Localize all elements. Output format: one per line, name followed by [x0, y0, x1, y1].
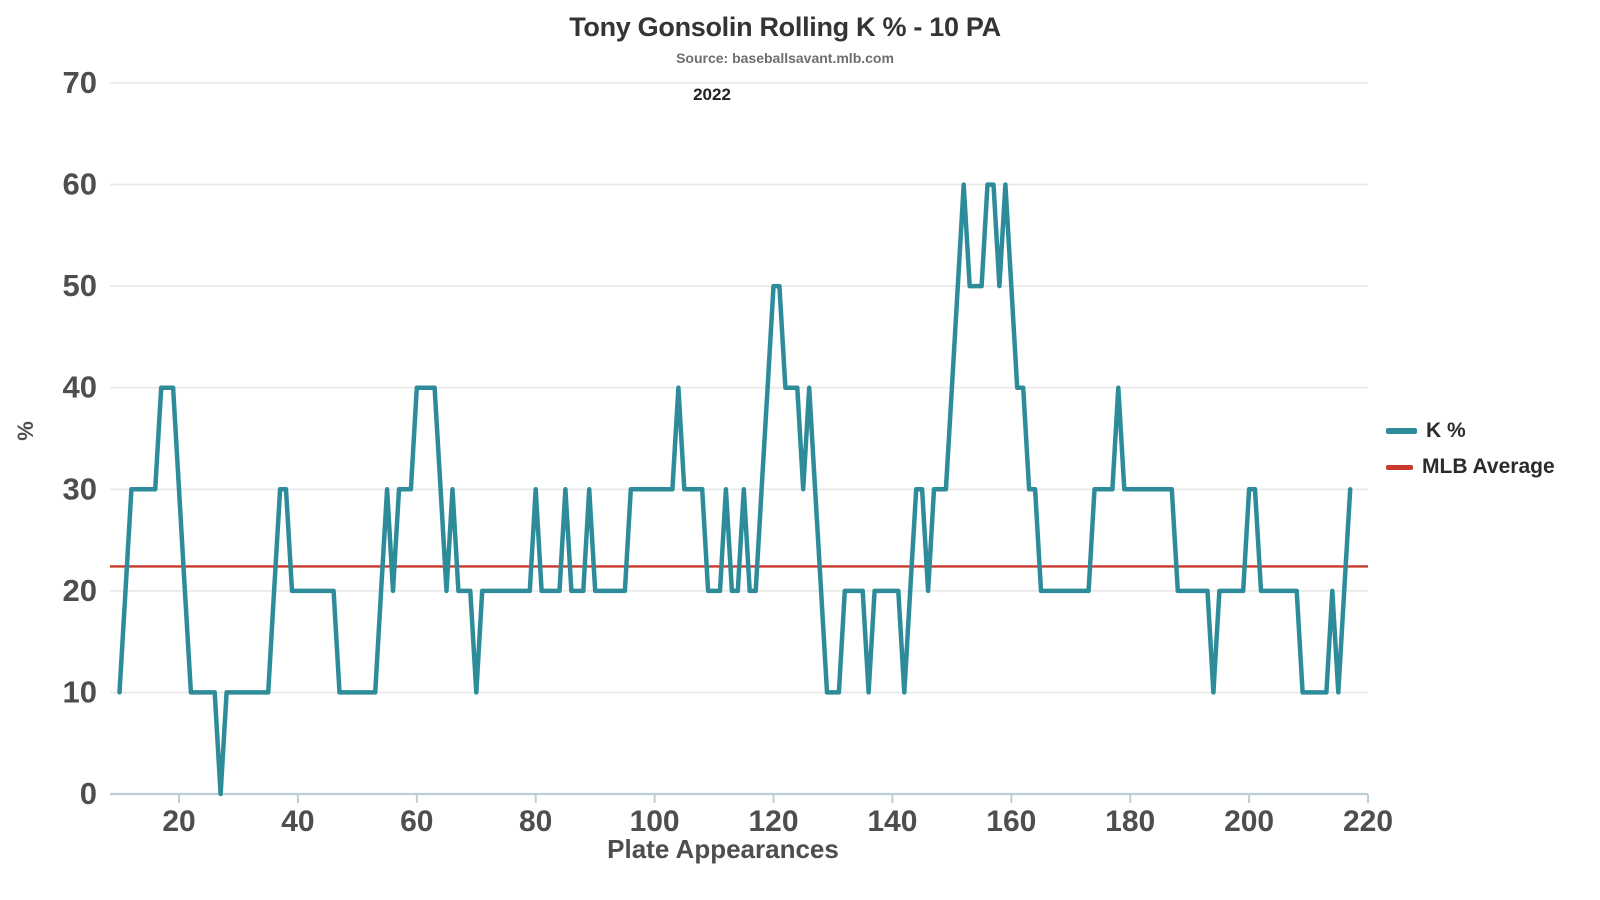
y-tick-label-50: 50: [63, 268, 97, 303]
x-tick-label-140: 140: [867, 805, 917, 838]
y-tick-label-0: 0: [80, 776, 97, 811]
k-pct-line: [117, 182, 1353, 797]
x-tick-label-60: 60: [400, 805, 433, 838]
k-pct-line-swatch: [1386, 428, 1417, 434]
x-tick-label-80: 80: [519, 805, 552, 838]
chart-title: Tony Gonsolin Rolling K % - 10 PA: [569, 12, 1001, 42]
x-tick-label-220: 220: [1343, 805, 1393, 838]
x-axis-title: Plate Appearances: [607, 834, 839, 864]
mlb-average-line-swatch: [1386, 464, 1413, 470]
legend-label-k-pct: K %: [1426, 419, 1466, 442]
x-tick-label-40: 40: [281, 805, 314, 838]
y-tick-label-70: 70: [63, 65, 97, 100]
legend-label-mlb-average: MLB Average: [1422, 455, 1555, 478]
x-tick-label-160: 160: [986, 805, 1036, 838]
chart-subtitle: Source: baseballsavant.mlb.com: [676, 50, 894, 66]
y-tick-label-40: 40: [63, 370, 97, 405]
y-tick-label-30: 30: [63, 471, 97, 506]
year-annotation: 2022: [693, 85, 731, 104]
x-tick-label-120: 120: [748, 805, 798, 838]
x-tick-label-200: 200: [1224, 805, 1274, 838]
x-tick-label-20: 20: [162, 805, 195, 838]
y-tick-label-20: 20: [63, 573, 97, 608]
y-tick-label-60: 60: [63, 167, 97, 202]
legend: K % MLB Average: [1386, 419, 1555, 491]
x-tick-label-180: 180: [1105, 805, 1155, 838]
legend-item-mlb-average: MLB Average: [1386, 455, 1555, 479]
x-tick-label-100: 100: [630, 805, 680, 838]
legend-item-k-pct: K %: [1386, 419, 1555, 443]
y-tick-label-10: 10: [63, 674, 97, 709]
y-axis-title: %: [12, 421, 38, 441]
